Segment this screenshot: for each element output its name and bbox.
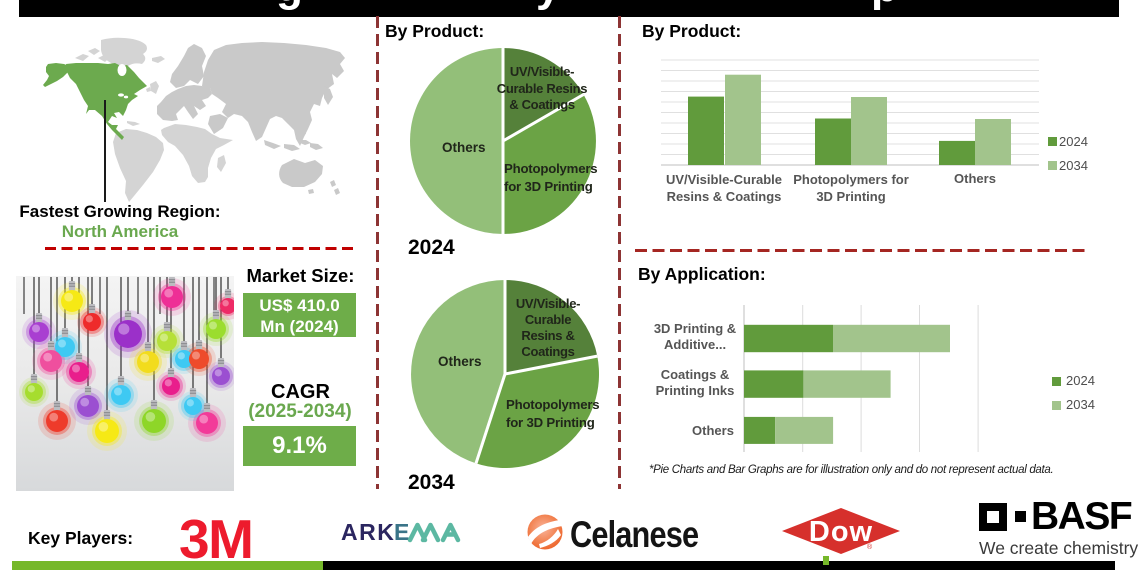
svg-text:®: ®	[867, 543, 873, 551]
svg-text:E: E	[394, 519, 409, 545]
svg-text:Dow: Dow	[809, 516, 873, 548]
svg-text:ARK: ARK	[341, 519, 395, 545]
